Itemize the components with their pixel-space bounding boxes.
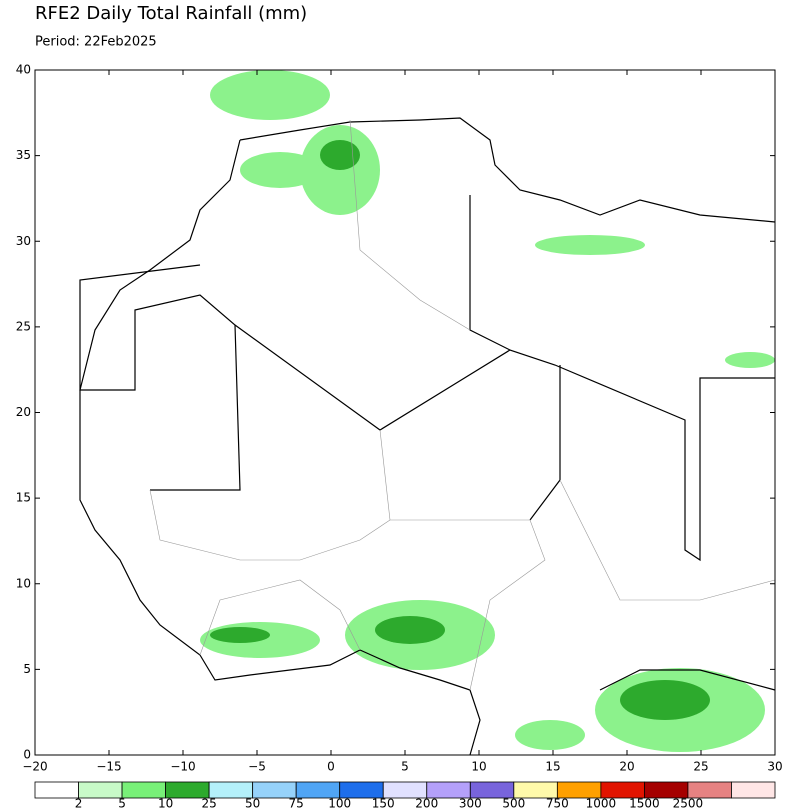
colorbar-label: 300: [459, 797, 482, 811]
x-tick-label: 30: [767, 760, 782, 774]
colorbar-label: 50: [245, 797, 260, 811]
colorbar-label: 25: [201, 797, 216, 811]
x-tick-label: 15: [545, 760, 560, 774]
map-subtitle: Period: 22Feb2025: [35, 35, 157, 50]
y-tick-label: 35: [16, 148, 31, 162]
x-tick-label: −10: [170, 760, 195, 774]
admin-lines: [149, 119, 776, 691]
y-tick-label: 20: [16, 405, 31, 419]
x-tick-label: 20: [619, 760, 634, 774]
x-tick-label: −5: [248, 760, 266, 774]
colorbar-label: 100: [328, 797, 351, 811]
x-tick-label: −20: [22, 760, 47, 774]
x-tick-label: 5: [401, 760, 409, 774]
map-title: RFE2 Daily Total Rainfall (mm): [35, 3, 307, 24]
colorbar-label: 500: [502, 797, 525, 811]
colorbar-label: 75: [289, 797, 304, 811]
colorbar-label: 1500: [629, 797, 660, 811]
colorbar-label: 10: [158, 797, 173, 811]
rainfall-areas: [200, 70, 775, 752]
colorbar-box: [731, 781, 776, 799]
heavy-rainfall: [210, 140, 710, 720]
colorbar-label: 200: [415, 797, 438, 811]
y-tick-label: 15: [16, 491, 31, 505]
x-tick-label: 0: [327, 760, 335, 774]
x-tick-label: 25: [693, 760, 708, 774]
colorbar-label: 5: [118, 797, 126, 811]
y-tick-label: 5: [23, 662, 31, 676]
x-tick-label: −15: [96, 760, 121, 774]
colorbar-label: 1000: [586, 797, 617, 811]
colorbar-label: 150: [372, 797, 395, 811]
y-tick-label: 0: [23, 748, 31, 762]
y-tick-label: 10: [16, 576, 31, 590]
colorbar-box: [34, 781, 79, 799]
colorbar-label: 2500: [673, 797, 704, 811]
y-tick-label: 25: [16, 319, 31, 333]
colorbar-box: [78, 781, 123, 799]
y-tick-label: 30: [16, 234, 31, 248]
x-tick-label: 10: [471, 760, 486, 774]
colorbar-label: 750: [546, 797, 569, 811]
colorbar-label: 2: [75, 797, 83, 811]
y-tick-label: 40: [16, 63, 31, 77]
